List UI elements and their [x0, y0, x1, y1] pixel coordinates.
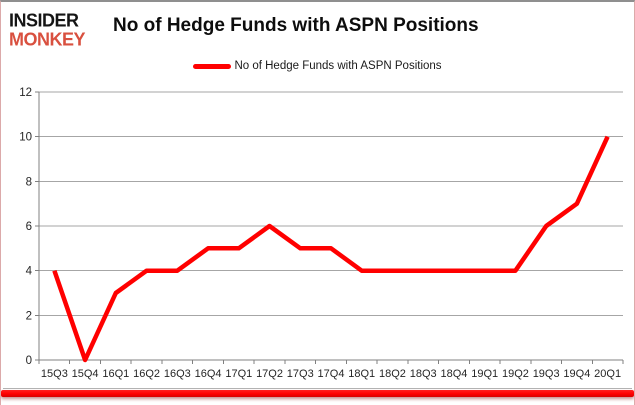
x-tick-label: 18Q2 — [379, 368, 406, 380]
x-tick-label: 19Q1 — [471, 368, 498, 380]
x-tick-label: 16Q4 — [195, 368, 222, 380]
y-tick-label: 8 — [26, 176, 32, 188]
y-tick-label: 6 — [26, 221, 32, 233]
y-tick-label: 2 — [26, 310, 32, 322]
x-tick-label: 17Q3 — [287, 368, 314, 380]
x-tick-label: 19Q2 — [502, 368, 529, 380]
y-tick-label: 0 — [26, 355, 32, 367]
y-tick-label: 10 — [19, 132, 32, 144]
y-tick-label: 4 — [26, 266, 33, 278]
x-tick-label: 19Q4 — [563, 368, 590, 380]
x-tick-label: 17Q1 — [225, 368, 252, 380]
x-tick-label: 17Q2 — [256, 368, 283, 380]
bottom-red-bar — [1, 390, 634, 397]
line-chart: 0 2 4 6 8 10 12 15Q3 15Q4 16Q1 16Q2 16Q3 16Q4 17Q1 17Q… — [19, 87, 624, 380]
x-tick-label: 15Q3 — [41, 368, 68, 380]
logo-text-monkey: MONKEY — [9, 28, 86, 50]
chart-title: No of Hedge Funds with ASPN Positions — [113, 15, 479, 36]
x-tick-label: 15Q4 — [72, 368, 99, 380]
logo-text-insider: INSIDER — [9, 9, 79, 31]
x-tick-label: 16Q1 — [102, 368, 129, 380]
x-tick-label: 16Q2 — [133, 368, 160, 380]
legend-line-swatch — [193, 63, 232, 69]
legend-label: No of Hedge Funds with ASPN Positions — [234, 60, 442, 72]
insider-monkey-logo: INSIDER MONKEY — [9, 9, 86, 50]
x-tick-label: 20Q1 — [594, 368, 621, 380]
x-tick-label: 19Q3 — [533, 368, 560, 380]
x-tick-label: 16Q3 — [164, 368, 191, 380]
x-tick-label: 18Q3 — [410, 368, 437, 380]
x-tick-label: 17Q4 — [318, 368, 345, 380]
y-tick-label: 12 — [19, 87, 32, 99]
widget-bottom-divider — [3, 388, 632, 389]
x-tick-label: 18Q1 — [348, 368, 375, 380]
series-line — [52, 135, 610, 363]
x-tick-label: 18Q4 — [440, 368, 467, 380]
chart-legend: No of Hedge Funds with ASPN Positions — [1, 58, 634, 74]
